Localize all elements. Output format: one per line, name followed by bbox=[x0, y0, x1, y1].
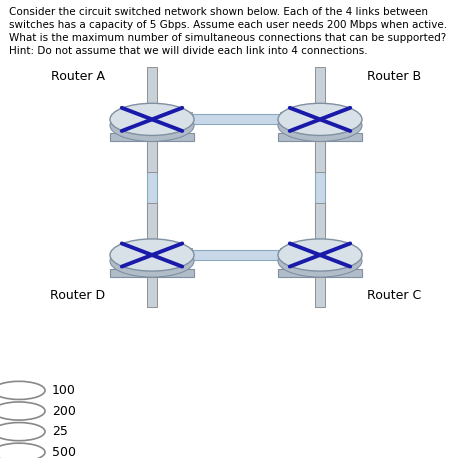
Bar bbox=[280, 248, 286, 262]
Text: Consider the circuit switched network shown below. Each of the 4 links between
s: Consider the circuit switched network sh… bbox=[9, 7, 447, 56]
Text: 100: 100 bbox=[52, 384, 76, 397]
Bar bbox=[186, 112, 192, 126]
Text: 25: 25 bbox=[52, 425, 68, 438]
Bar bbox=[315, 67, 325, 105]
Bar bbox=[315, 203, 325, 241]
Bar bbox=[147, 277, 157, 307]
Bar bbox=[189, 114, 283, 125]
Ellipse shape bbox=[278, 245, 362, 277]
Ellipse shape bbox=[278, 104, 362, 136]
FancyBboxPatch shape bbox=[110, 269, 194, 277]
Bar bbox=[147, 142, 157, 233]
FancyBboxPatch shape bbox=[278, 133, 362, 142]
Bar bbox=[147, 142, 157, 172]
Bar bbox=[315, 277, 325, 307]
Ellipse shape bbox=[278, 239, 362, 271]
Bar bbox=[147, 203, 157, 241]
FancyBboxPatch shape bbox=[110, 133, 194, 142]
FancyBboxPatch shape bbox=[278, 269, 362, 277]
Text: Router B: Router B bbox=[367, 70, 421, 83]
Bar bbox=[186, 248, 192, 262]
Ellipse shape bbox=[278, 109, 362, 142]
Bar bbox=[189, 250, 283, 260]
Text: Router C: Router C bbox=[367, 289, 421, 302]
Ellipse shape bbox=[110, 109, 194, 142]
Ellipse shape bbox=[110, 239, 194, 271]
Bar bbox=[315, 142, 325, 172]
Bar bbox=[280, 112, 286, 126]
Ellipse shape bbox=[110, 245, 194, 277]
Bar bbox=[315, 142, 325, 233]
Text: 500: 500 bbox=[52, 446, 76, 458]
Bar bbox=[147, 67, 157, 105]
Text: Router A: Router A bbox=[51, 70, 105, 83]
Text: Router D: Router D bbox=[50, 289, 105, 302]
Ellipse shape bbox=[110, 104, 194, 136]
Text: 200: 200 bbox=[52, 404, 76, 418]
